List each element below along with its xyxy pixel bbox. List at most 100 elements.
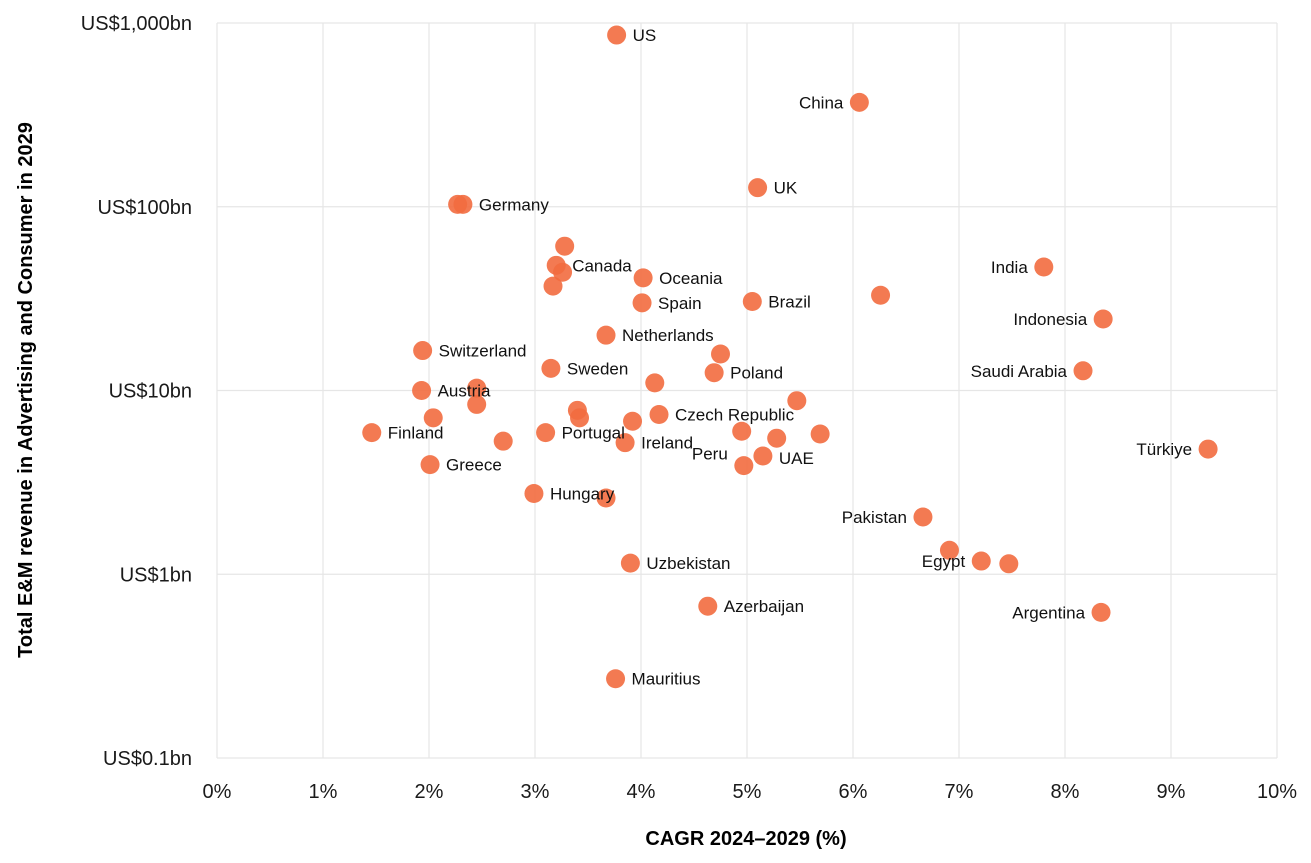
point-uk [748,178,768,198]
x-tick-label: 4% [627,781,656,803]
point-austria [412,381,432,400]
y-tick-label: US$10bn [109,381,192,403]
point-unlabeled-5-7 [810,424,830,444]
point-greece [420,455,440,475]
point-canada-1 [555,236,575,256]
point-label-indonesia: Indonesia [1013,310,1087,329]
point-label-sweden: Sweden [567,359,628,378]
y-tick-label: US$100bn [97,197,192,219]
point-unlabeled-6-2 [871,285,891,305]
point-hungary [524,484,544,504]
data-points [362,25,1218,689]
point-indonesia [1093,309,1113,329]
point-label-india: India [991,258,1028,277]
point-unlabeled-5-5 [787,391,807,411]
point-saudi-arabia [1073,361,1093,381]
point-peru [734,456,754,476]
point-labels: US China UK Germany Canada Oceania Spain Brazil… [388,26,1192,689]
grid [216,22,1278,759]
x-tick-label: 2% [415,781,444,803]
x-tick-label: 10% [1257,781,1297,803]
point-label-azerbaijan: Azerbaijan [724,597,804,616]
point-label-germany: Germany [479,195,549,214]
point-unlabeled-4-7 [711,344,730,364]
point-unlabeled-4-95 [732,421,752,441]
point-czech-republic [649,405,669,425]
point-ireland [615,433,635,453]
point-label-peru: Peru [692,445,728,464]
point-portugal [536,423,556,443]
point-hungary-2 [596,488,616,508]
point-label-netherlands: Netherlands [622,326,714,345]
point-china [849,92,869,112]
point-label-uae: UAE [779,449,814,468]
point-unlabeled-7-5 [999,554,1019,574]
point-sweden [541,358,561,378]
point-pakistan [913,507,933,527]
point-label-canada: Canada [572,256,632,275]
point-finland [362,423,382,443]
point-label-brazil: Brazil [768,293,811,312]
point-unlabeled-3-9 [623,411,643,431]
point-unlabeled-6-9 [939,540,959,560]
point-uzbekistan [620,553,640,573]
point-label-ireland: Ireland [641,434,693,453]
point-poland [704,363,724,383]
point-label-pakistan: Pakistan [842,508,907,527]
point-label-egypt: Egypt [922,552,966,571]
point-spain [632,293,652,313]
point-label-saudi-arabia: Saudi Arabia [971,362,1068,381]
point-switzerland [413,341,433,361]
point-india [1034,257,1054,277]
point-label-switzerland: Switzerland [439,342,527,361]
point-t-rkiye [1198,439,1218,459]
point-label-t-rkiye: Türkiye [1136,440,1192,459]
x-tick-label: 8% [1051,781,1080,803]
y-tick-label: US$1bn [120,564,192,586]
point-label-argentina: Argentina [1012,603,1085,622]
point-label-uzbekistan: Uzbekistan [646,554,730,573]
point-label-poland: Poland [730,364,783,383]
point-label-oceania: Oceania [659,269,723,288]
point-label-portugal: Portugal [562,424,625,443]
point-uae [753,446,773,466]
y-tick-label: US$0.1bn [103,748,192,770]
point-unlabeled-2-45 [467,394,487,414]
x-tick-label: 9% [1157,781,1186,803]
point-egypt [971,551,991,571]
point-label-austria: Austria [438,382,491,401]
point-austria-2 [467,378,487,398]
y-tick-label: US$1,000bn [81,13,192,35]
point-us [607,25,627,45]
point-oceania [633,268,653,288]
point-label-uk: UK [774,179,798,198]
point-label-czech-republic: Czech Republic [675,406,795,425]
point-canada-4 [543,276,563,296]
point-unlabeled-2-7 [493,431,513,451]
y-axis-title: Total E&M revenue in Advertising and Con… [15,122,37,658]
point-mauritius [606,669,626,689]
point-netherlands [596,325,616,345]
point-label-us: US [633,26,657,45]
point-unlabeled-5-3 [767,428,787,448]
point-label-hungary: Hungary [550,485,615,504]
x-tick-label: 3% [521,781,550,803]
point-azerbaijan [698,596,718,616]
point-argentina [1091,602,1111,622]
point-label-finland: Finland [388,424,444,443]
x-axis-title: CAGR 2024–2029 (%) [645,828,846,850]
point-canada-3 [553,262,573,282]
x-tick-label: 0% [203,781,232,803]
point-germany-2 [448,194,468,214]
x-tick-label: 5% [733,781,762,803]
point-unlabeled-4-1 [645,373,665,393]
point-label-spain: Spain [658,294,701,313]
point-unlabeled-2-05 [423,408,443,428]
x-tick-label: 6% [839,781,868,803]
point-label-mauritius: Mauritius [632,670,701,689]
point-label-greece: Greece [446,456,502,475]
point-brazil [742,292,762,312]
x-tick-label: 1% [309,781,338,803]
axis-ticks: 0% 1% 2% 3% 4% 5% 6% 7% 8% 9% 10% US$1,000bn US$100b… [81,13,1297,803]
